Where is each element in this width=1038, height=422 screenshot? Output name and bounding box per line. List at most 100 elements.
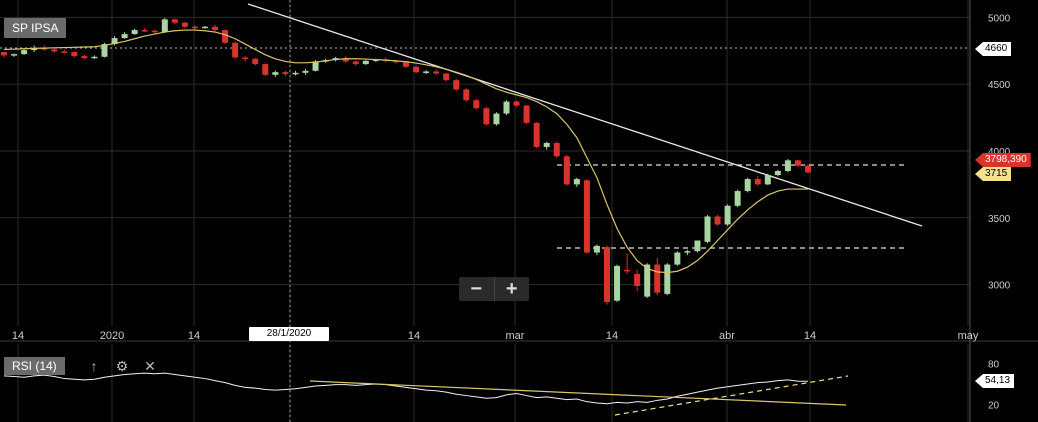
candle (805, 164, 811, 174)
moving-average-price-label: 3715 (975, 167, 1012, 181)
candle (784, 158, 791, 173)
gear-icon[interactable]: ⚙ (115, 358, 129, 374)
candle-body (423, 71, 430, 73)
candle-body (654, 264, 661, 293)
candle (724, 204, 731, 226)
candle (754, 176, 761, 186)
date-tick-label: mar (506, 330, 525, 342)
candlestick-series (1, 18, 811, 305)
candle (593, 244, 600, 256)
candle (242, 56, 249, 62)
candle-body (171, 19, 178, 23)
candle (704, 215, 711, 244)
candle-body (664, 264, 671, 294)
candle (131, 28, 138, 35)
candle (664, 263, 671, 296)
candle (513, 100, 520, 107)
candle-body (81, 56, 88, 59)
candle (493, 112, 500, 126)
candle-body (91, 56, 98, 59)
price-tick-label: 4500 (988, 80, 1011, 91)
candle-body (232, 42, 239, 58)
candle-body (21, 50, 28, 55)
candle (151, 29, 158, 34)
candle-body (202, 26, 208, 29)
candle (212, 24, 219, 32)
date-tick-label: 2020 (100, 330, 124, 342)
candle-body (493, 113, 500, 125)
candle-body (443, 73, 450, 81)
candle (543, 141, 550, 150)
candle-body (181, 22, 188, 27)
candle-body (392, 60, 399, 63)
candle (734, 189, 741, 208)
candle (262, 63, 269, 77)
rsi-indicator-label[interactable]: RSI (14) (4, 357, 65, 375)
candle-body (141, 30, 148, 32)
candle (392, 59, 399, 64)
candle-body (503, 101, 510, 114)
candle-body (764, 175, 771, 185)
candle-body (312, 61, 319, 71)
candle (714, 215, 721, 226)
symbol-label[interactable]: SP IPSA (4, 18, 67, 38)
date-tick-label: 14 (12, 330, 24, 342)
candle (292, 70, 299, 76)
zoom-out-button[interactable]: − (459, 277, 495, 301)
candle (403, 61, 409, 69)
crosshair-price-label: 4660 (975, 42, 1012, 56)
candle (684, 249, 691, 256)
candle (583, 179, 590, 254)
candle (232, 42, 239, 59)
candle-body (463, 89, 470, 101)
candle (744, 177, 751, 193)
candle (483, 106, 490, 126)
move-up-icon[interactable]: ↑ (90, 358, 98, 374)
rsi-tick-label: 20 (988, 400, 1000, 411)
candle (604, 245, 610, 305)
candle-body (734, 191, 741, 206)
candle (423, 70, 430, 75)
zoom-in-button[interactable]: + (505, 277, 518, 300)
close-icon[interactable]: ✕ (144, 358, 156, 374)
candle (362, 60, 369, 65)
candle (614, 264, 621, 302)
candle (141, 28, 148, 33)
candle-body (604, 247, 610, 302)
candle-body (161, 19, 168, 33)
candle (222, 29, 229, 45)
candle-body (61, 51, 68, 53)
candle (282, 70, 289, 77)
candle-body (754, 179, 761, 185)
candle (352, 60, 359, 66)
candle (674, 251, 681, 266)
candle (1, 51, 7, 58)
price-tick-label: 5000 (988, 13, 1011, 24)
candle (191, 25, 198, 30)
date-tick-label: 14 (188, 330, 200, 342)
moving-average-series (3, 29, 808, 274)
candle-body (774, 171, 781, 176)
candle-body (71, 52, 78, 57)
candle-body (433, 71, 440, 74)
candle (202, 26, 208, 29)
candle (553, 141, 560, 158)
candle (443, 72, 450, 82)
candle-body (784, 160, 791, 172)
candle-body (453, 80, 460, 90)
candle-body (292, 72, 299, 75)
candle-body (262, 64, 269, 75)
candle-body (111, 38, 118, 45)
candle-body (644, 264, 651, 297)
rsi-trend-line (309, 380, 847, 406)
candle-body (533, 122, 540, 147)
candle-body (212, 26, 219, 31)
candle-body (352, 61, 359, 65)
candle (634, 269, 641, 292)
candle (473, 98, 480, 110)
candle-body (634, 273, 641, 286)
date-tick-label: 14 (408, 330, 420, 342)
candle-body (302, 70, 309, 73)
candle (171, 18, 178, 25)
candle-body (413, 66, 420, 73)
